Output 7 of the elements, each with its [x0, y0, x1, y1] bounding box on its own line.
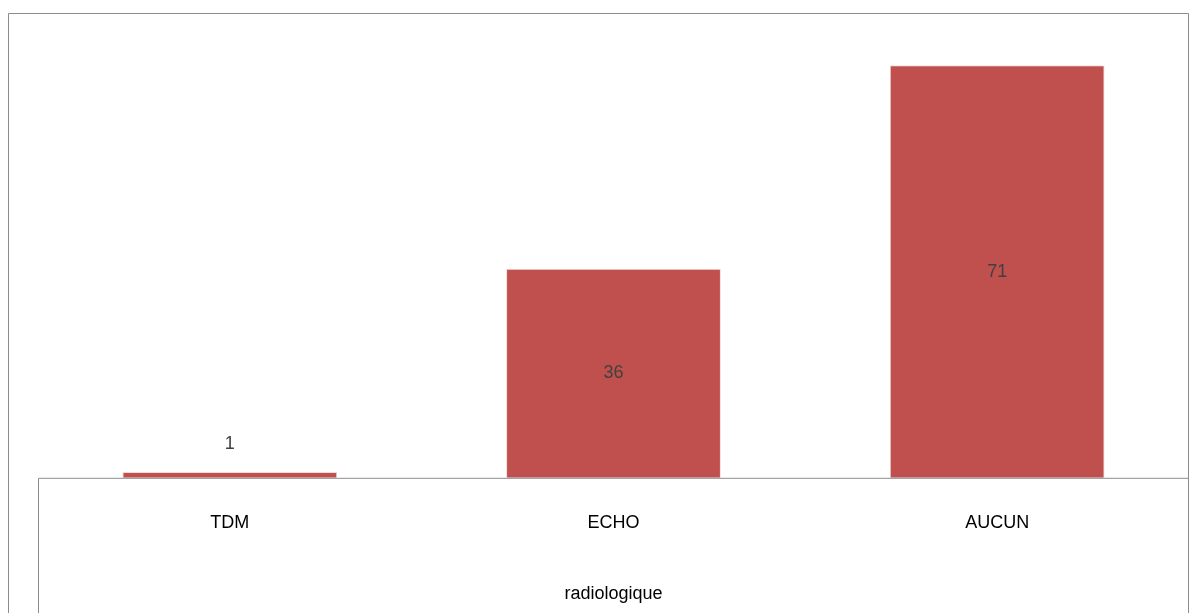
data-label: 1	[224, 432, 235, 453]
x-tick-label: ECHO	[587, 511, 640, 532]
x-tick-label: AUCUN	[965, 511, 1030, 532]
data-label: 36	[603, 362, 624, 383]
x-axis-title: radiologique	[564, 583, 663, 604]
data-label: 71	[987, 260, 1008, 281]
x-tick-label: TDM	[210, 511, 250, 532]
